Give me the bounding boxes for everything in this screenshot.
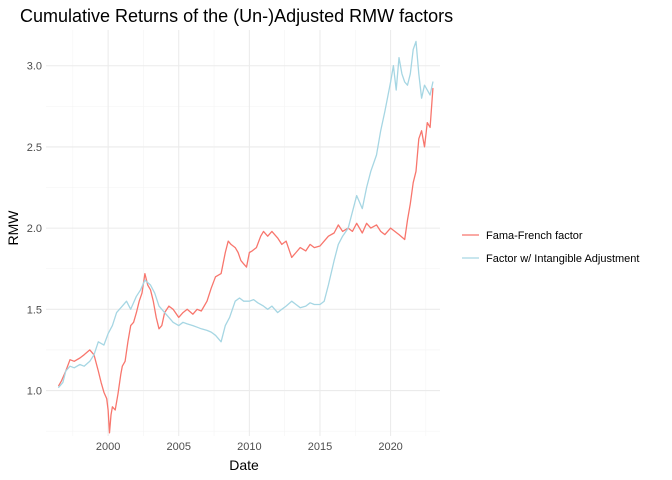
x-axis-ticks: 2000 2005 2010 2015 2020: [96, 441, 403, 453]
legend-label-2: Factor w/ Intangible Adjustment: [486, 253, 639, 265]
y-axis-title: RMW: [5, 210, 21, 246]
series-line-2: [58, 40, 434, 388]
y-tick-label: 1.5: [27, 304, 42, 316]
x-tick-label: 2000: [96, 441, 120, 453]
x-tick-label: 2005: [167, 441, 191, 453]
series-lines: [58, 40, 434, 434]
series-line-1: [58, 87, 434, 434]
grid-major: [46, 30, 440, 436]
y-tick-label: 1.0: [27, 386, 42, 398]
x-tick-label: 2015: [308, 441, 332, 453]
legend-label-1: Fama-French factor: [486, 230, 583, 242]
x-tick-label: 2020: [378, 441, 402, 453]
y-axis-ticks: 1.0 1.5 2.0 2.5 3.0: [27, 61, 42, 398]
grid-minor: [46, 30, 440, 436]
x-tick-label: 2010: [237, 441, 261, 453]
y-tick-label: 2.5: [27, 142, 42, 154]
x-axis-title: Date: [229, 457, 259, 473]
chart-title: Cumulative Returns of the (Un-)Adjusted …: [20, 6, 453, 26]
y-tick-label: 2.0: [27, 223, 42, 235]
y-tick-label: 3.0: [27, 61, 42, 73]
legend: Fama-French factor Factor w/ Intangible A…: [462, 230, 639, 265]
